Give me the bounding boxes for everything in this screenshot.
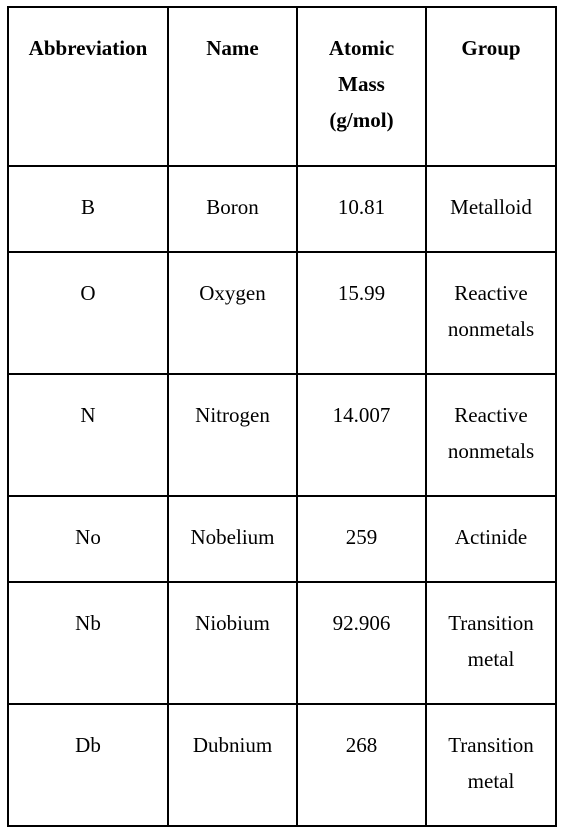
cell-abbreviation: O [7, 251, 169, 375]
table-row: Nb Niobium 92.906 Transition metal [7, 581, 557, 705]
table-row: N Nitrogen 14.007 Reactive nonmetals [7, 373, 557, 497]
table-row: B Boron 10.81 Metalloid [7, 165, 557, 253]
cell-atomic-mass: 15.99 [296, 251, 427, 375]
cell-name: Boron [167, 165, 298, 253]
cell-name: Dubnium [167, 703, 298, 827]
table-row: Db Dubnium 268 Transition metal [7, 703, 557, 827]
cell-group: Reactive nonmetals [425, 251, 557, 375]
cell-group: Reactive nonmetals [425, 373, 557, 497]
cell-abbreviation: Nb [7, 581, 169, 705]
elements-table: Abbreviation Name Atomic Mass (g/mol) Gr… [7, 6, 557, 827]
table-row: O Oxygen 15.99 Reactive nonmetals [7, 251, 557, 375]
cell-name: Oxygen [167, 251, 298, 375]
header-name: Name [167, 6, 298, 167]
cell-group: Transition metal [425, 703, 557, 827]
cell-atomic-mass: 92.906 [296, 581, 427, 705]
table-header-row: Abbreviation Name Atomic Mass (g/mol) Gr… [7, 6, 557, 167]
cell-atomic-mass: 259 [296, 495, 427, 583]
cell-abbreviation: N [7, 373, 169, 497]
table-row: No Nobelium 259 Actinide [7, 495, 557, 583]
cell-group: Metalloid [425, 165, 557, 253]
header-group: Group [425, 6, 557, 167]
header-atomic-mass: Atomic Mass (g/mol) [296, 6, 427, 167]
cell-abbreviation: B [7, 165, 169, 253]
cell-name: Nitrogen [167, 373, 298, 497]
cell-atomic-mass: 10.81 [296, 165, 427, 253]
cell-name: Nobelium [167, 495, 298, 583]
cell-atomic-mass: 268 [296, 703, 427, 827]
cell-atomic-mass: 14.007 [296, 373, 427, 497]
cell-group: Actinide [425, 495, 557, 583]
header-abbreviation: Abbreviation [7, 6, 169, 167]
cell-abbreviation: Db [7, 703, 169, 827]
cell-group: Transition metal [425, 581, 557, 705]
cell-name: Niobium [167, 581, 298, 705]
elements-table-container: Abbreviation Name Atomic Mass (g/mol) Gr… [7, 6, 557, 827]
cell-abbreviation: No [7, 495, 169, 583]
